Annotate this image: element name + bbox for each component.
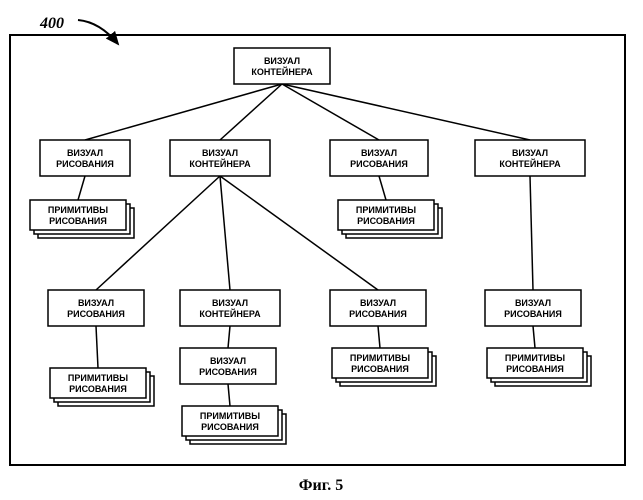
node-g3-line0: ВИЗУАЛ (360, 298, 396, 308)
node-gp1: ПРИМИТИВЫРИСОВАНИЯ (50, 368, 154, 406)
node-c1-line1: РИСОВАНИЯ (56, 159, 114, 169)
node-gp3: ПРИМИТИВЫРИСОВАНИЯ (332, 348, 436, 386)
node-gp4-line0: ПРИМИТИВЫ (505, 353, 565, 363)
node-p1: ПРИМИТИВЫРИСОВАНИЯ (30, 200, 134, 238)
node-g2b-line1: РИСОВАНИЯ (199, 367, 257, 377)
node-g1: ВИЗУАЛРИСОВАНИЯ (48, 290, 144, 326)
node-g4: ВИЗУАЛРИСОВАНИЯ (485, 290, 581, 326)
node-c2-line1: КОНТЕЙНЕРА (189, 158, 251, 169)
edge-root-c3 (282, 84, 379, 140)
node-c4-line0: ВИЗУАЛ (512, 148, 548, 158)
node-g2-line1: КОНТЕЙНЕРА (199, 308, 261, 319)
node-g2: ВИЗУАЛКОНТЕЙНЕРА (180, 290, 280, 326)
node-c3-line0: ВИЗУАЛ (361, 148, 397, 158)
node-p1-line1: РИСОВАНИЯ (49, 216, 107, 226)
node-p3-line1: РИСОВАНИЯ (357, 216, 415, 226)
edges-layer (78, 84, 535, 406)
node-gp3-line0: ПРИМИТИВЫ (350, 353, 410, 363)
node-g2-line0: ВИЗУАЛ (212, 298, 248, 308)
reference-label: 400 (39, 15, 64, 32)
node-p3: ПРИМИТИВЫРИСОВАНИЯ (338, 200, 442, 238)
node-gp3-line1: РИСОВАНИЯ (351, 364, 409, 374)
node-gp4-line1: РИСОВАНИЯ (506, 364, 564, 374)
node-c2-line0: ВИЗУАЛ (202, 148, 238, 158)
edge-c3-p3 (379, 176, 386, 200)
node-gp2b: ПРИМИТИВЫРИСОВАНИЯ (182, 406, 286, 444)
node-p3-line0: ПРИМИТИВЫ (356, 205, 416, 215)
node-c1: ВИЗУАЛРИСОВАНИЯ (40, 140, 130, 176)
edge-c2-g2 (220, 176, 230, 290)
node-gp1-line1: РИСОВАНИЯ (69, 384, 127, 394)
tree-diagram: ВИЗУАЛКОНТЕЙНЕРАВИЗУАЛРИСОВАНИЯВИЗУАЛКОН… (0, 0, 643, 500)
node-g1-line1: РИСОВАНИЯ (67, 309, 125, 319)
node-g3: ВИЗУАЛРИСОВАНИЯ (330, 290, 426, 326)
node-gp1-line0: ПРИМИТИВЫ (68, 373, 128, 383)
node-g3-line1: РИСОВАНИЯ (349, 309, 407, 319)
node-c3-line1: РИСОВАНИЯ (350, 159, 408, 169)
node-root-line0: ВИЗУАЛ (264, 56, 300, 66)
edge-c1-p1 (78, 176, 85, 200)
node-c4-line1: КОНТЕЙНЕРА (499, 158, 561, 169)
node-gp2b-line0: ПРИМИТИВЫ (200, 411, 260, 421)
node-g2b: ВИЗУАЛРИСОВАНИЯ (180, 348, 276, 384)
node-g1-line0: ВИЗУАЛ (78, 298, 114, 308)
edge-root-c1 (85, 84, 282, 140)
node-g2b-line0: ВИЗУАЛ (210, 356, 246, 366)
node-root-line1: КОНТЕЙНЕРА (251, 66, 313, 77)
reference-arrow (78, 20, 118, 44)
node-c4: ВИЗУАЛКОНТЕЙНЕРА (475, 140, 585, 176)
node-c2: ВИЗУАЛКОНТЕЙНЕРА (170, 140, 270, 176)
node-root: ВИЗУАЛКОНТЕЙНЕРА (234, 48, 330, 84)
edge-g2-g2b (228, 326, 230, 348)
edge-g3-gp3 (378, 326, 380, 348)
node-c1-line0: ВИЗУАЛ (67, 148, 103, 158)
edge-g1-gp1 (96, 326, 98, 368)
node-gp2b-line1: РИСОВАНИЯ (201, 422, 259, 432)
node-g4-line1: РИСОВАНИЯ (504, 309, 562, 319)
nodes-layer: ВИЗУАЛКОНТЕЙНЕРАВИЗУАЛРИСОВАНИЯВИЗУАЛКОН… (30, 48, 591, 444)
edge-c4-g4 (530, 176, 533, 290)
node-gp4: ПРИМИТИВЫРИСОВАНИЯ (487, 348, 591, 386)
node-g4-line0: ВИЗУАЛ (515, 298, 551, 308)
edge-root-c4 (282, 84, 530, 140)
edge-g4-gp4 (533, 326, 535, 348)
node-c3: ВИЗУАЛРИСОВАНИЯ (330, 140, 428, 176)
figure-label: Фиг. 5 (299, 477, 343, 494)
node-p1-line0: ПРИМИТИВЫ (48, 205, 108, 215)
edge-g2b-gp2b (228, 384, 230, 406)
